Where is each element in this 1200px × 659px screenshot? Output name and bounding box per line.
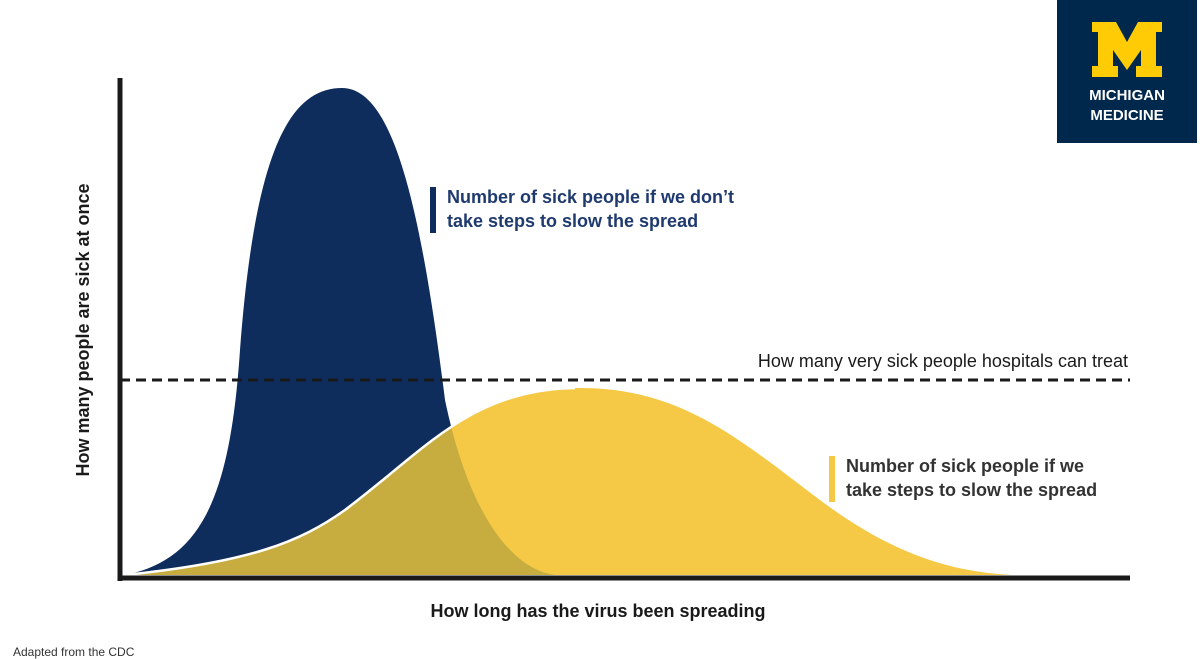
- footer: Adapted from the CDC: [13, 645, 135, 659]
- curve-edge: [124, 386, 576, 577]
- x-axis-label: How long has the virus been spreading: [430, 601, 765, 621]
- logo-mark: [1092, 22, 1162, 77]
- annotation-marker: [430, 187, 436, 233]
- annotation-text: take steps to slow the spread: [846, 480, 1097, 500]
- annotation-marker: [829, 456, 835, 502]
- annotation-text: Number of sick people if we: [846, 456, 1084, 476]
- logo-box: [1057, 0, 1197, 143]
- annotation-text: take steps to slow the spread: [447, 211, 698, 231]
- y-axis-label: How many people are sick at once: [73, 183, 93, 476]
- capacity-label: How many very sick people hospitals can …: [758, 351, 1128, 371]
- overlap-area: [125, 387, 555, 575]
- logo-text: MEDICINE: [1090, 107, 1163, 124]
- annotation-text: Number of sick people if we don’t: [447, 187, 734, 207]
- logo-text: MICHIGAN: [1089, 87, 1165, 104]
